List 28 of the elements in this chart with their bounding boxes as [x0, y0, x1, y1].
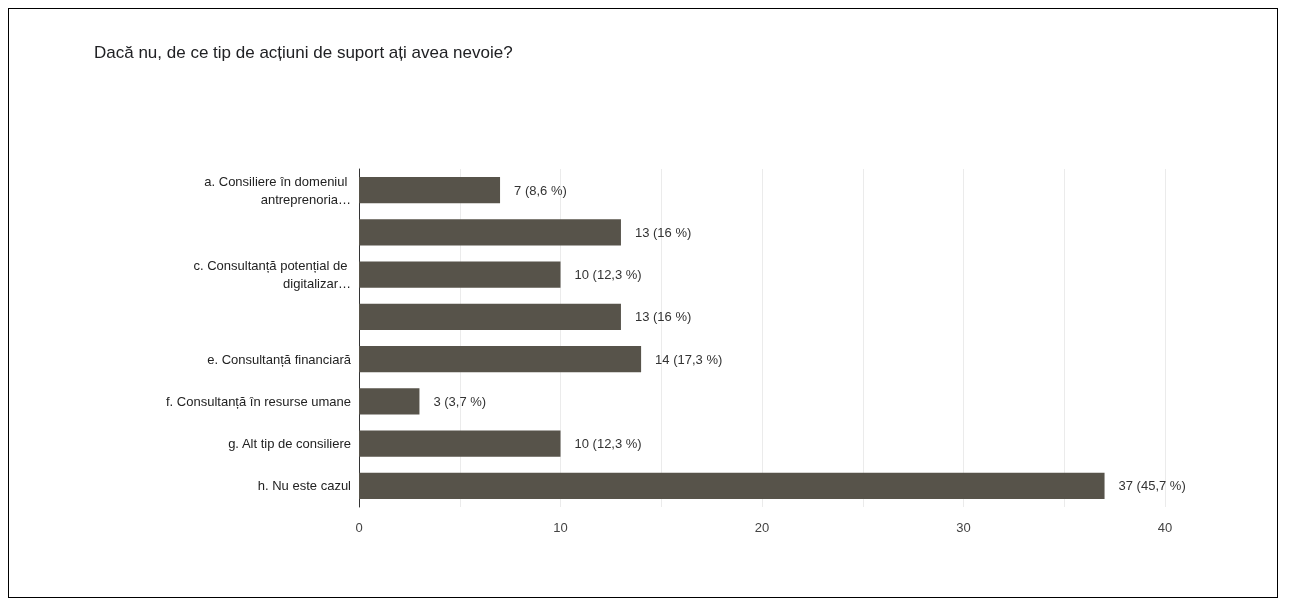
data-label: 7 (8,6 %) [514, 182, 567, 198]
bar [359, 219, 621, 246]
data-label: 10 (12,3 %) [574, 267, 642, 283]
bar [359, 177, 501, 204]
x-tick-label: 0 [355, 520, 363, 535]
bar [359, 261, 561, 288]
x-tick-label: 20 [754, 520, 770, 535]
y-tick-label: h. Nu este cazul [257, 478, 352, 494]
data-label: 13 (16 %) [634, 224, 692, 240]
bar [359, 430, 561, 457]
y-tick-label: f. Consultanță în resurse umane [166, 393, 351, 409]
y-tick-label: e. Consultanță financiară [207, 351, 352, 367]
chart-title: Dacă nu, de ce tip de acțiuni de suport ați avea nevoie? [94, 43, 513, 62]
data-label: 13 (16 %) [634, 309, 692, 325]
y-tick-label: a. Consiliere în domeniul antreprenoria… [204, 173, 351, 207]
data-label: 37 (45,7 %) [1118, 478, 1186, 494]
bar [359, 346, 642, 373]
y-tick-label: c. Consultanță potențial de digitalizar… [193, 258, 351, 292]
data-label: 14 (17,3 %) [655, 351, 723, 367]
bar [359, 472, 1105, 499]
x-tick-label: 40 [1157, 520, 1173, 535]
x-tick-label: 10 [553, 520, 568, 535]
y-tick-label: g. Alt tip de consiliere [228, 436, 351, 452]
bar [359, 388, 420, 415]
data-label: 3 (3,7 %) [433, 393, 487, 409]
data-label: 10 (12,3 %) [574, 436, 642, 452]
bar [359, 303, 621, 330]
x-tick-label: 30 [956, 520, 971, 535]
